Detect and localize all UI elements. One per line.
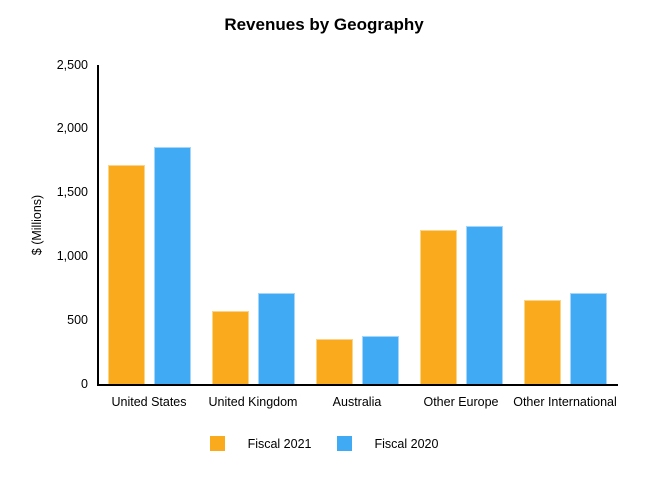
y-tick-label-2500: 2,500: [56, 57, 88, 72]
legend-swatch-fiscal-2021: [209, 436, 225, 451]
x-category-label-other-europe: Other Europe: [423, 395, 499, 409]
y-tick-label-1000: 1,000: [56, 248, 88, 263]
bar-fiscal-2021-other-europe: [419, 230, 457, 384]
x-category-label-united-states: United States: [111, 395, 187, 409]
bar-fiscal-2020-other-europe: [465, 226, 503, 384]
legend-label-fiscal-2021: Fiscal 2021: [247, 436, 312, 451]
y-tick-label-0: 0: [81, 376, 88, 391]
legend-item-fiscal-2021: Fiscal 2021: [209, 436, 312, 451]
y-tick-label-500: 500: [67, 312, 88, 327]
x-category-label-other-international: Other International: [513, 395, 617, 409]
legend-label-fiscal-2020: Fiscal 2020: [374, 436, 439, 451]
y-tick-label-2000: 2,000: [56, 121, 88, 136]
legend-item-fiscal-2020: Fiscal 2020: [336, 436, 439, 451]
bar-fiscal-2021-australia: [315, 338, 353, 384]
bar-fiscal-2021-other-international: [523, 300, 561, 384]
bar-fiscal-2020-united-states: [153, 147, 191, 384]
bar-fiscal-2020-united-kingdom: [257, 292, 295, 384]
chart-title: Revenues by Geography: [224, 15, 424, 34]
bar-fiscal-2020-australia: [361, 336, 399, 384]
y-tick-label-1500: 1,500: [56, 185, 88, 200]
y-axis-label: $ (Millions): [30, 194, 44, 256]
x-category-label-united-kingdom: United Kingdom: [208, 395, 298, 409]
bar-fiscal-2020-other-international: [569, 292, 607, 384]
legend-swatch-fiscal-2020: [336, 436, 352, 451]
plot-area: [97, 65, 618, 386]
bar-fiscal-2021-united-states: [107, 165, 145, 384]
legend: Fiscal 2021 Fiscal 2020: [0, 436, 648, 451]
x-category-label-australia: Australia: [332, 395, 382, 409]
bar-fiscal-2021-united-kingdom: [211, 310, 249, 384]
